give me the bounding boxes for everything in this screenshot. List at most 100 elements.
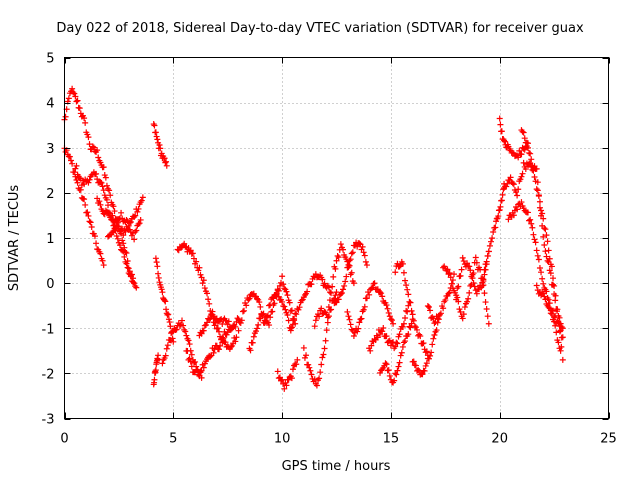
data-point [422, 362, 429, 369]
data-point [106, 187, 113, 194]
data-point [152, 255, 159, 262]
data-point [456, 306, 463, 313]
data-point [366, 291, 373, 298]
data-point [333, 257, 340, 264]
data-point [280, 281, 287, 288]
data-point [400, 339, 407, 346]
y-tick-label: -3 [42, 413, 55, 428]
data-point [427, 307, 434, 314]
data-point [396, 359, 403, 366]
data-point [477, 266, 484, 273]
data-point [159, 289, 166, 296]
data-point [362, 258, 369, 265]
data-point [102, 174, 109, 181]
data-point [554, 318, 561, 325]
data-point [433, 327, 440, 334]
data-point [323, 327, 330, 334]
data-point [553, 329, 560, 336]
data-point [544, 238, 551, 245]
data-point [158, 286, 165, 293]
data-point [318, 305, 325, 312]
data-point [296, 304, 303, 311]
data-point [199, 280, 206, 287]
data-point [133, 227, 140, 234]
data-point [396, 331, 403, 338]
data-point [94, 147, 101, 154]
data-point [383, 333, 390, 340]
data-point [489, 235, 496, 242]
y-tick-label: 1 [46, 232, 54, 247]
data-point [515, 154, 522, 161]
data-point [114, 235, 121, 242]
data-point [303, 352, 310, 359]
data-point [383, 361, 390, 368]
data-point [239, 308, 246, 315]
data-point [167, 323, 174, 330]
data-point [328, 290, 335, 297]
data-point [415, 367, 422, 374]
data-point [405, 302, 412, 309]
data-point [445, 290, 452, 297]
data-point [88, 223, 95, 230]
data-point [120, 248, 127, 255]
data-point [532, 239, 539, 246]
data-point [403, 282, 410, 289]
data-point [152, 129, 159, 136]
data-point [93, 240, 100, 247]
data-point [71, 90, 78, 97]
data-point [385, 367, 392, 374]
data-point [466, 263, 473, 270]
data-point [151, 376, 158, 383]
data-point [552, 312, 559, 319]
x-tick-label: 5 [169, 432, 177, 447]
data-point [289, 321, 296, 328]
data-point [407, 299, 414, 306]
data-point [200, 277, 207, 284]
data-point [87, 219, 94, 226]
data-point [557, 347, 564, 354]
data-point [555, 339, 562, 346]
data-point [69, 85, 76, 92]
data-point [287, 308, 294, 315]
data-point [66, 153, 73, 160]
data-point [501, 137, 508, 144]
data-point [445, 271, 452, 278]
axis-ticks [64, 57, 610, 420]
data-point [200, 327, 207, 334]
data-point [408, 307, 415, 314]
y-axis-label: SDTVAR / TECUs [7, 185, 22, 292]
data-point [459, 254, 466, 261]
data-point [498, 128, 505, 135]
data-point [308, 281, 315, 288]
data-point [387, 342, 394, 349]
data-point [225, 318, 232, 325]
data-point [165, 316, 172, 323]
data-point [133, 284, 140, 291]
data-point [492, 224, 499, 231]
x-tick-label: 25 [600, 432, 617, 447]
data-point [324, 314, 331, 321]
data-point [337, 291, 344, 298]
data-point [535, 193, 542, 200]
data-point [220, 335, 227, 342]
data-point [222, 339, 229, 346]
data-point [286, 299, 293, 306]
data-point [361, 303, 368, 310]
data-point [379, 366, 386, 373]
data-point [281, 303, 288, 310]
data-point [317, 369, 324, 376]
data-point [324, 319, 331, 326]
x-tick-label: 20 [491, 432, 508, 447]
data-point [97, 159, 104, 166]
data-point [98, 179, 105, 186]
data-point [284, 292, 291, 299]
data-point [180, 322, 187, 329]
data-point [406, 323, 413, 330]
data-point [132, 212, 139, 219]
data-point [498, 197, 505, 204]
data-point [125, 270, 132, 277]
data-point [119, 247, 126, 254]
data-point [74, 179, 81, 186]
data-point [539, 210, 546, 217]
